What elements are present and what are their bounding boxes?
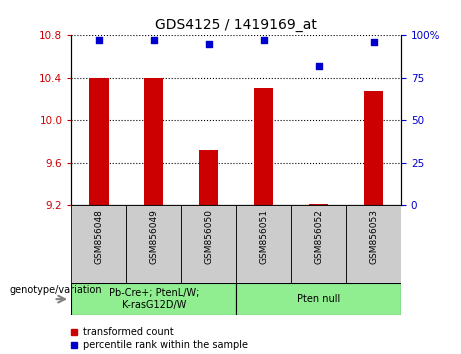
Bar	[309, 204, 328, 205]
Bar	[144, 78, 164, 205]
Text: GSM856049: GSM856049	[149, 209, 159, 264]
Text: GSM856050: GSM856050	[204, 209, 213, 264]
Title: GDS4125 / 1419169_at: GDS4125 / 1419169_at	[155, 18, 317, 32]
Bar	[346, 205, 401, 283]
Point	[315, 63, 322, 69]
Bar	[236, 283, 401, 315]
Text: genotype/variation: genotype/variation	[9, 285, 102, 295]
Text: GSM856052: GSM856052	[314, 209, 323, 264]
Text: GSM856053: GSM856053	[369, 209, 378, 264]
Bar	[71, 205, 126, 283]
Text: GSM856051: GSM856051	[259, 209, 268, 264]
Bar	[364, 91, 383, 205]
Point	[260, 38, 267, 43]
Point	[150, 38, 158, 43]
Bar	[71, 283, 236, 315]
Bar	[236, 205, 291, 283]
Bar	[199, 150, 219, 205]
Legend: transformed count, percentile rank within the sample: transformed count, percentile rank withi…	[67, 324, 252, 354]
Text: Pb-Cre+; PtenL/W;
K-rasG12D/W: Pb-Cre+; PtenL/W; K-rasG12D/W	[109, 288, 199, 310]
Bar	[181, 205, 236, 283]
Text: GSM856048: GSM856048	[95, 209, 103, 264]
Point	[205, 41, 213, 47]
Bar	[126, 205, 181, 283]
Bar	[291, 205, 346, 283]
Point	[95, 38, 103, 43]
Point	[370, 39, 377, 45]
Bar	[254, 88, 273, 205]
Text: Pten null: Pten null	[297, 294, 340, 304]
Bar	[89, 78, 108, 205]
